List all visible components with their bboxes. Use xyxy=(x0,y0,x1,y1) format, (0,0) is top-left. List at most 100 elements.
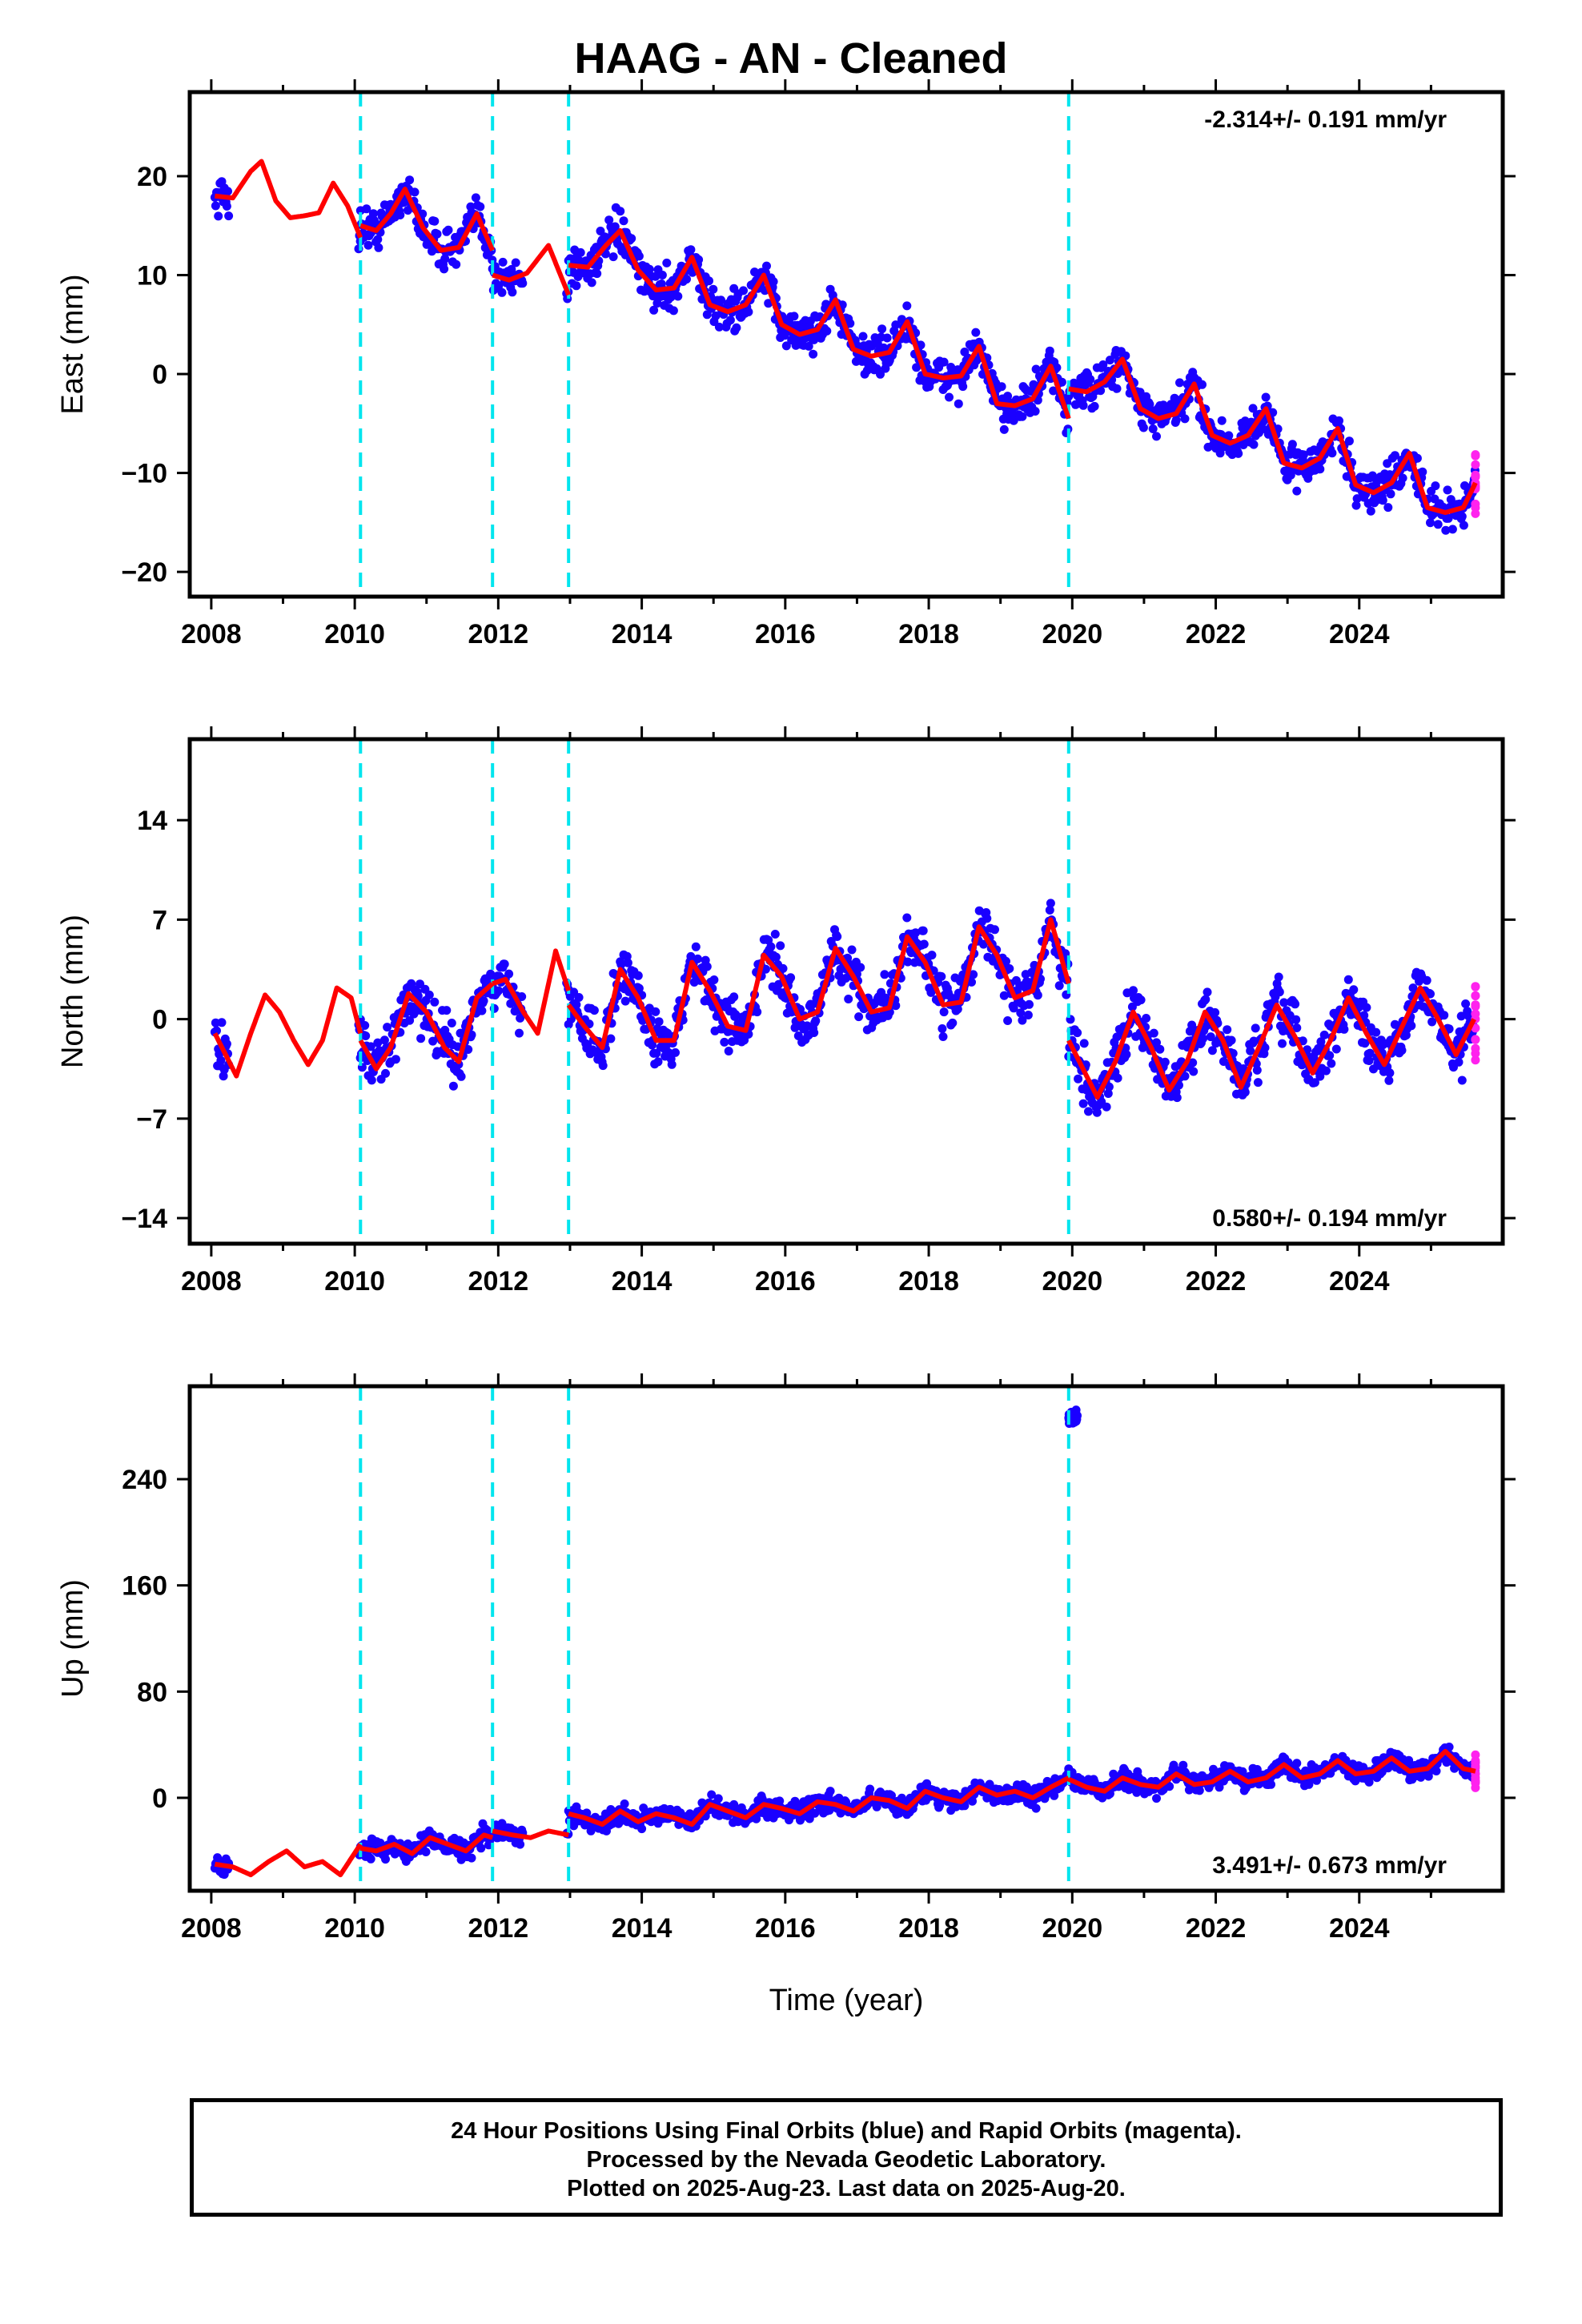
north-data-point xyxy=(702,962,712,971)
north-panel: 2008 2010 2012 2014 2016 2018 2020 2022 2024 −14 −… xyxy=(56,726,1516,1297)
east-model-curve xyxy=(567,227,1071,420)
east-data-point xyxy=(1180,414,1190,424)
east-model-curve xyxy=(359,187,495,253)
east-model-curve xyxy=(491,243,571,296)
x-axis-label: Time (year) xyxy=(769,1984,924,2017)
east-data-point xyxy=(1443,485,1452,495)
up-data-point xyxy=(476,1844,486,1853)
east-data-point xyxy=(1344,436,1354,446)
east-data-point xyxy=(822,326,832,336)
north-data-point xyxy=(1073,1028,1082,1038)
north-data-point xyxy=(1054,981,1064,991)
north-data-point xyxy=(1427,1017,1437,1027)
east-x-tick-label: 2022 xyxy=(1186,619,1247,649)
east-data-point xyxy=(1152,432,1161,441)
east-data-point xyxy=(410,187,420,197)
east-data-point xyxy=(702,310,712,320)
north-data-point xyxy=(919,939,929,949)
north-data-point xyxy=(1260,1043,1270,1052)
footer-box: 24 Hour Positions Using Final Orbits (bl… xyxy=(190,2098,1503,2217)
east-data-point xyxy=(1378,496,1387,505)
up-data-point xyxy=(1165,1782,1174,1791)
up-data-point xyxy=(713,1794,723,1803)
north-data-point xyxy=(1251,1023,1260,1033)
east-data-point xyxy=(1049,386,1058,396)
east-data-point xyxy=(498,257,508,267)
east-model-curve xyxy=(1066,356,1478,515)
north-data-point xyxy=(1201,995,1211,1004)
east-panel: 2008 2010 2012 2014 2016 2018 2020 2022 2024−20−… xyxy=(56,79,1516,649)
up-data-point xyxy=(366,1854,375,1864)
up-data-point xyxy=(620,1799,629,1808)
east-y-axis-label: East (mm) xyxy=(56,274,90,414)
east-data-point xyxy=(709,284,718,294)
north-rapid-point xyxy=(1471,1002,1480,1011)
north-data-point xyxy=(969,970,978,979)
east-data-point xyxy=(705,276,713,286)
up-data-point xyxy=(1178,1760,1188,1770)
north-data-point xyxy=(428,1036,438,1046)
north-data-point xyxy=(1180,1072,1190,1081)
north-data-point xyxy=(1291,999,1300,1009)
east-data-point xyxy=(452,259,461,269)
north-data-point xyxy=(903,957,913,967)
east-data-point xyxy=(714,322,724,332)
north-data-point xyxy=(589,1006,599,1015)
north-data-point xyxy=(1325,1051,1335,1060)
up-model-curve xyxy=(359,1832,495,1856)
east-data-point xyxy=(1433,520,1443,529)
north-data-point xyxy=(1084,1107,1093,1116)
east-data-point xyxy=(997,382,1006,392)
north-data-point xyxy=(1456,1011,1466,1021)
east-data-point xyxy=(1112,384,1122,393)
east-rapid-point xyxy=(1471,509,1480,518)
east-y-tick-label: 0 xyxy=(152,360,167,390)
north-data-point xyxy=(430,997,440,1007)
east-data-point xyxy=(673,292,683,301)
east-data-point xyxy=(1366,506,1375,516)
north-data-point xyxy=(1113,1073,1122,1083)
north-data-point xyxy=(1360,1039,1370,1048)
north-data-point xyxy=(844,995,853,1003)
east-data-point xyxy=(587,278,596,287)
north-data-point xyxy=(911,928,921,938)
north-data-point xyxy=(671,1047,680,1057)
up-y-tick-label: 240 xyxy=(122,1465,167,1495)
up-panel: 2008 2010 2012 2014 2016 2018 2020 2022 2024 0 80 1… xyxy=(56,1373,1516,1944)
east-data-point xyxy=(497,287,507,297)
north-data-point xyxy=(1003,1016,1013,1025)
north-data-point xyxy=(654,1017,664,1027)
up-data-point xyxy=(1267,1779,1275,1789)
up-data-point xyxy=(1364,1777,1374,1787)
up-data-point xyxy=(865,1784,875,1794)
north-data-point xyxy=(1327,1059,1336,1068)
north-data-point xyxy=(891,1001,901,1011)
north-data-point xyxy=(938,1032,948,1041)
up-data-point xyxy=(1312,1775,1321,1785)
north-data-point xyxy=(1211,1007,1220,1017)
east-data-point xyxy=(1098,360,1108,369)
up-data-point xyxy=(1069,1414,1078,1424)
north-plot-frame xyxy=(187,737,1505,1246)
north-x-tick-label: 2008 xyxy=(181,1266,242,1297)
north-data-point xyxy=(939,1007,949,1017)
up-data-point xyxy=(1031,1803,1041,1813)
north-data-point xyxy=(999,991,1009,1000)
east-data-point xyxy=(652,299,662,308)
north-data-point xyxy=(953,1004,962,1014)
north-data-point xyxy=(709,975,719,984)
north-y-tick-label: −14 xyxy=(121,1204,167,1234)
north-data-point xyxy=(517,992,527,1001)
north-data-point xyxy=(806,1000,816,1010)
north-data-point xyxy=(622,951,632,961)
east-data-point xyxy=(396,211,405,219)
east-y-tick-label: −20 xyxy=(121,557,167,588)
north-data-point xyxy=(1189,1067,1199,1076)
east-data-point xyxy=(444,225,453,235)
up-data-point xyxy=(707,1790,717,1799)
up-y-tick-label: 80 xyxy=(137,1677,167,1707)
north-data-point xyxy=(948,1018,958,1027)
east-data-point xyxy=(576,247,585,257)
east-data-point xyxy=(769,277,778,287)
north-data-point xyxy=(383,1023,392,1032)
